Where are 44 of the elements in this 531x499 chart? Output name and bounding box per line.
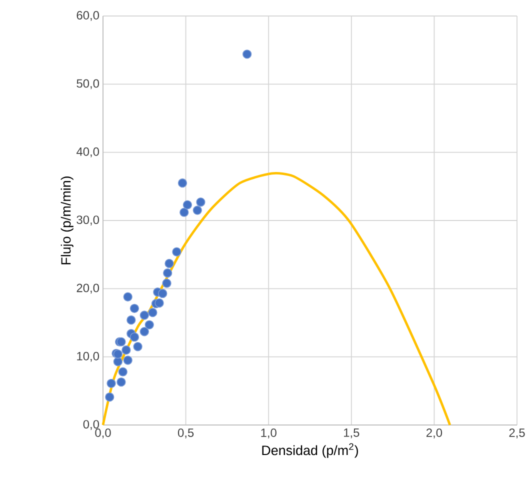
point <box>140 327 149 336</box>
point <box>158 288 168 298</box>
point <box>106 378 116 388</box>
point <box>148 308 158 318</box>
point <box>164 258 174 268</box>
y-tick-label: 40,0 <box>76 147 100 158</box>
x-tick-label: 2,5 <box>509 428 525 438</box>
point <box>105 392 114 402</box>
y-tick-label: 20,0 <box>76 284 100 294</box>
x-tick-label: 2,0 <box>426 428 442 438</box>
point <box>162 278 172 288</box>
point <box>123 356 132 365</box>
point <box>192 206 202 215</box>
point <box>123 292 132 302</box>
y-tick-label: 0,0 <box>83 420 100 430</box>
point <box>154 298 164 308</box>
point <box>133 342 142 352</box>
y-tick-label: 50,0 <box>76 79 100 90</box>
point <box>126 315 136 325</box>
point <box>196 197 206 207</box>
point <box>118 367 128 376</box>
point <box>172 247 182 256</box>
x-tick-label: 1,0 <box>261 428 276 438</box>
point <box>130 304 140 314</box>
y-axis-title: Flujo (p/m/min) <box>60 176 74 264</box>
point <box>144 320 154 330</box>
line-series <box>102 172 452 426</box>
point <box>182 200 192 210</box>
point <box>122 345 131 355</box>
point <box>116 377 126 387</box>
point <box>140 310 149 320</box>
point <box>180 208 189 217</box>
x-tick-label: 0,0 <box>95 428 111 438</box>
point <box>178 178 188 188</box>
point <box>242 50 252 59</box>
point <box>162 268 172 278</box>
x-axis-title: Densidad (p/m$^{2}$) <box>262 443 358 458</box>
x-tick-label: 0,5 <box>178 428 194 438</box>
point <box>113 357 123 366</box>
y-tick-label: 10,0 <box>77 352 100 362</box>
x-tick-label: 1,5 <box>344 428 360 438</box>
point <box>130 332 140 342</box>
y-tick-label: 60,0 <box>76 11 100 21</box>
y-tick-label: 30,0 <box>76 216 100 226</box>
